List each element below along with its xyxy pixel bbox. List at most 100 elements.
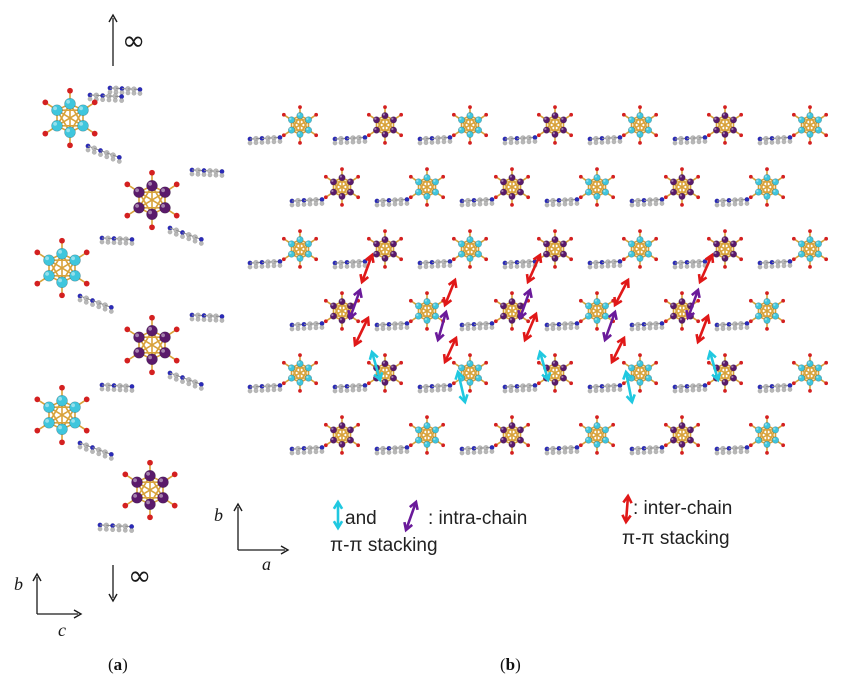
oxygen-atom	[383, 229, 387, 234]
oxygen-atom	[739, 257, 744, 262]
panel-a-b-axis-label: b	[14, 574, 23, 594]
metal-unit	[621, 229, 659, 269]
carbon-atom	[690, 263, 696, 269]
metal-atom-highlight	[603, 179, 606, 182]
oxygen-atom	[173, 357, 180, 364]
metal-atom	[508, 298, 516, 306]
oxygen-atom	[408, 443, 413, 448]
carbon-atom	[332, 140, 338, 146]
oxygen-atom	[781, 298, 786, 303]
metal-atom	[414, 188, 423, 196]
metal-atom-highlight	[594, 175, 597, 178]
carbon-atom	[599, 388, 605, 393]
carbon-atom	[289, 202, 295, 208]
metal-unit	[323, 415, 361, 455]
intra-chain-arrow-cyan	[454, 369, 469, 405]
metal-atom	[69, 401, 81, 413]
metal-atom-highlight	[671, 303, 674, 306]
metal-atom	[304, 364, 313, 372]
metal-unit	[578, 291, 616, 331]
metal-atom-highlight	[161, 333, 166, 338]
metal-atom-highlight	[722, 380, 725, 383]
metal-atom	[414, 426, 423, 434]
metal-atom	[338, 174, 346, 182]
oxygen-atom	[298, 140, 302, 145]
oxygen-atom	[638, 353, 642, 358]
metal-atom	[304, 374, 313, 382]
carbon-atom	[295, 202, 301, 208]
metal-atom-highlight	[756, 179, 759, 182]
inter-chain-arrow-head	[532, 252, 543, 264]
metal-atom-highlight	[756, 189, 759, 193]
carbon-atom	[508, 264, 514, 270]
oxygen-atom	[484, 257, 489, 262]
metal-atom-highlight	[671, 427, 674, 430]
metal-atom-highlight	[552, 361, 555, 364]
metal-atom	[669, 436, 678, 444]
metal-atom-highlight	[306, 365, 309, 368]
metal-atom-highlight	[433, 427, 436, 430]
carbon-atom	[587, 140, 593, 146]
metal-atom	[729, 374, 738, 382]
carbon-atom	[404, 325, 410, 330]
metal-atom-highlight	[518, 189, 521, 193]
metal-atom-highlight	[688, 437, 691, 441]
panel-a-molecular-chain	[34, 85, 225, 533]
metal-atom-highlight	[807, 113, 810, 116]
metal-atom-highlight	[552, 380, 555, 383]
oxygen-atom	[91, 99, 98, 106]
oxygen-atom	[595, 202, 599, 207]
metal-unit	[578, 415, 616, 455]
metal-atom	[372, 126, 381, 134]
oxygen-atom	[281, 236, 286, 241]
ligand	[417, 259, 453, 270]
metal-atom	[381, 236, 389, 244]
inter-chain-arrow	[695, 313, 711, 345]
metal-atom	[159, 347, 171, 359]
carbon-atom	[441, 387, 447, 393]
oxygen-atom	[654, 112, 659, 117]
metal-atom-highlight	[297, 361, 300, 364]
metal-atom	[338, 422, 346, 430]
metal-atom-highlight	[646, 127, 649, 131]
metal-atom	[593, 298, 601, 306]
oxygen-atom	[654, 133, 659, 138]
metal-atom-highlight	[382, 361, 385, 364]
metal-atom	[51, 104, 63, 116]
oxygen-atom	[59, 439, 65, 446]
ligand	[459, 197, 495, 208]
carbon-atom	[471, 450, 477, 455]
oxygen-atom	[510, 167, 514, 172]
metal-atom-highlight	[799, 117, 802, 120]
carbon-atom	[447, 139, 453, 144]
carbon-atom	[593, 264, 599, 270]
oxygen-atom	[654, 257, 659, 262]
ligand	[289, 197, 325, 208]
oxygen-atom	[468, 388, 472, 393]
carbon-atom	[392, 449, 398, 455]
metal-atom	[593, 422, 601, 430]
metal-atom	[712, 126, 721, 134]
metal-atom	[51, 120, 63, 132]
metal-atom	[601, 426, 610, 434]
intra-chain-arrow-cyan-shaft	[708, 351, 720, 381]
oxygen-atom	[510, 202, 514, 207]
carbon-atom	[122, 527, 128, 533]
carbon-atom	[104, 154, 110, 160]
metal-atom	[763, 298, 771, 306]
metal-atom-highlight	[671, 189, 674, 193]
metal-atom-highlight	[416, 437, 419, 441]
metal-atom-highlight	[339, 299, 342, 302]
oxygen-atom	[663, 174, 668, 179]
oxygen-atom	[536, 381, 541, 386]
oxygen-atom	[340, 326, 344, 331]
metal-atom	[669, 178, 678, 186]
carbon-atom	[295, 450, 301, 456]
oxygen-atom	[323, 422, 328, 427]
metal-atom-highlight	[135, 188, 140, 193]
metal-atom	[381, 378, 389, 386]
metal-atom	[423, 440, 431, 448]
oxygen-atom	[149, 224, 155, 231]
ligand	[714, 321, 750, 332]
metal-atom-highlight	[71, 403, 75, 408]
